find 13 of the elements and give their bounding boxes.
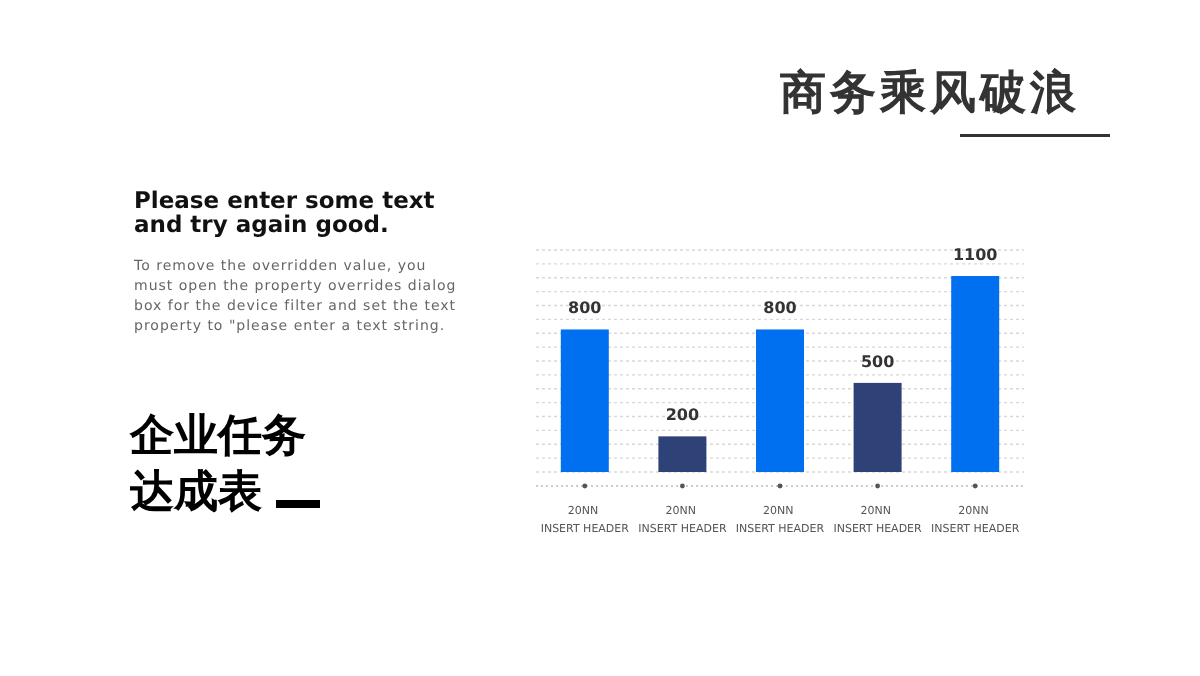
data-label: 500 [860,352,896,371]
chart-subtitle: 商务乘风破浪 [780,66,1080,124]
bar [756,329,804,472]
data-label: 200 [665,406,700,425]
data-label: 1100 [952,246,999,264]
bar [658,436,707,472]
data-label: 800 [763,299,798,318]
text: 企业任务达成表 [130,410,308,522]
bar [560,329,609,472]
text: Please enter some text and try again good. [134,186,437,238]
bar [853,382,902,472]
data-label: 800 [568,299,603,318]
bar [951,276,1000,472]
